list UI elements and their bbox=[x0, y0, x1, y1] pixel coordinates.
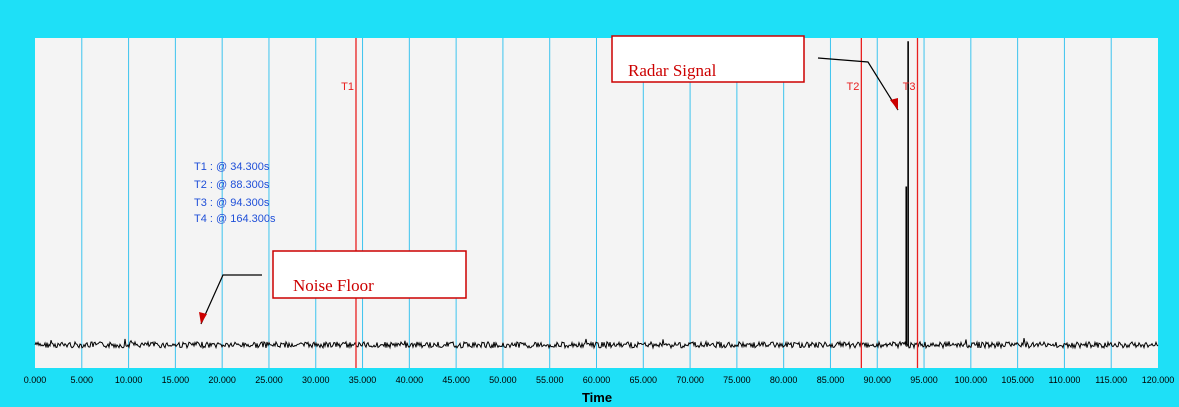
x-tick-label: 15.000 bbox=[162, 375, 190, 385]
readout-line-t4: T4 : @ 164.300s bbox=[194, 213, 276, 225]
x-tick-label: 0.000 bbox=[24, 375, 47, 385]
radar-signal-arrow bbox=[817, 57, 899, 111]
x-tick-label: 30.000 bbox=[302, 375, 330, 385]
x-tick-label: 115.000 bbox=[1095, 375, 1127, 385]
x-tick-label: 85.000 bbox=[817, 375, 845, 385]
x-tick-label: 95.000 bbox=[910, 375, 938, 385]
x-tick-label: 10.000 bbox=[115, 375, 143, 385]
x-tick-label: 25.000 bbox=[255, 375, 283, 385]
readout-line-t2: T2 : @ 88.300s bbox=[194, 179, 270, 191]
x-tick-label: 50.000 bbox=[489, 375, 517, 385]
grid-lines bbox=[81, 38, 1112, 368]
x-tick-label: 90.000 bbox=[863, 375, 891, 385]
x-tick-label: 75.000 bbox=[723, 375, 751, 385]
radar-signal-callout-box bbox=[611, 35, 805, 83]
x-axis-title: Time bbox=[582, 390, 612, 405]
noise-floor-arrowhead-icon bbox=[199, 312, 207, 324]
noise-floor-annotation: Noise Floor bbox=[199, 250, 467, 325]
cursor-label-t3: T3 bbox=[903, 81, 916, 93]
x-tick-label: 70.000 bbox=[676, 375, 704, 385]
x-tick-label: 45.000 bbox=[442, 375, 470, 385]
readout-line-t1: T1 : @ 34.300s bbox=[194, 161, 270, 173]
x-tick-label: 35.000 bbox=[349, 375, 377, 385]
noise-floor-callout-box bbox=[272, 250, 467, 299]
radar-signal-annotation: Radar Signal bbox=[611, 35, 899, 111]
cursor-label-t1: T1 bbox=[341, 81, 354, 93]
x-tick-label: 100.000 bbox=[955, 375, 988, 385]
x-tick-label: 80.000 bbox=[770, 375, 798, 385]
x-tick-label: 60.000 bbox=[583, 375, 611, 385]
x-tick-label: 110.000 bbox=[1048, 375, 1080, 385]
noise-floor-callout-text: Noise Floor bbox=[293, 276, 374, 295]
noise-floor-arrow bbox=[200, 274, 262, 325]
noise-floor-line bbox=[34, 338, 1159, 350]
x-tick-label: 20.000 bbox=[208, 375, 236, 385]
radar-signal-callout-text: Radar Signal bbox=[628, 61, 717, 80]
readout-line-t3: T3 : @ 94.300s bbox=[194, 197, 270, 209]
x-tick-label: 120.000 bbox=[1142, 375, 1175, 385]
x-tick-label: 55.000 bbox=[536, 375, 564, 385]
x-tick-label: 5.000 bbox=[71, 375, 94, 385]
x-tick-label: 65.000 bbox=[630, 375, 658, 385]
cursor-label-t2: T2 bbox=[846, 81, 859, 93]
x-tick-label: 105.000 bbox=[1001, 375, 1034, 385]
x-axis-ticks: 0.000 5.000 10.000 15.000 20.000 25.000 30.000… bbox=[24, 375, 1175, 385]
radar-signal-arrowhead-icon bbox=[890, 98, 898, 110]
cursor-lines: T1 T2 T3 bbox=[341, 38, 919, 368]
cursor-readout: T1 : @ 34.300s T2 : @ 88.300s T3 : @ 94.… bbox=[194, 161, 276, 225]
noise-floor-trace bbox=[34, 338, 1159, 350]
x-tick-label: 40.000 bbox=[396, 375, 424, 385]
signal-series bbox=[905, 41, 909, 345]
